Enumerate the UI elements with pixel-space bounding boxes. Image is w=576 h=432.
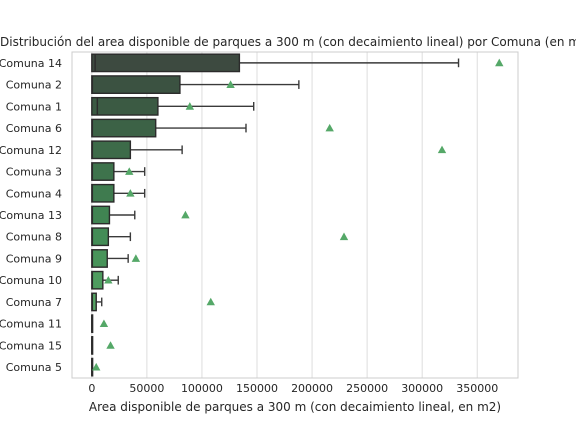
y-tick-label: Comuna 7 [6, 296, 62, 309]
x-tick-labels: 0 50000 100000 150000 200000 250000 300000 3500… [88, 382, 498, 395]
mean-markers [92, 58, 504, 371]
mean-marker [92, 362, 101, 371]
mean-marker [126, 189, 135, 197]
mean-marker [206, 297, 215, 306]
mean-marker [495, 58, 504, 67]
box-body [91, 227, 110, 247]
box-body [91, 162, 115, 181]
box-body [91, 183, 115, 203]
mean-marker [339, 232, 349, 241]
y-tick-label: Comuna 8 [6, 231, 62, 244]
box-comuna-11 [91, 314, 94, 334]
y-tick-label: Comuna 15 [0, 339, 62, 352]
mean-marker [99, 319, 109, 328]
x-tick-label: 250000 [346, 382, 388, 395]
y-tick-label: Comuna 5 [6, 361, 62, 374]
y-tick-labels: Comuna 14 Comuna 2 Comuna 1 Comuna 6 Comuna … [0, 57, 62, 374]
x-tick-label: 0 [88, 382, 95, 395]
x-axis-title: Area disponible de parques a 300 m (con … [89, 400, 501, 414]
mean-marker [437, 145, 447, 154]
y-tick-label: Comuna 11 [0, 318, 62, 331]
box-body [91, 53, 241, 73]
box-comuna-13 [91, 205, 136, 225]
y-tick-label: Comuna 2 [6, 79, 62, 92]
mean-marker [125, 167, 134, 175]
box-body [91, 249, 108, 268]
box-comuna-10 [91, 270, 119, 290]
box-body [91, 118, 157, 138]
x-tick-label: 100000 [181, 382, 223, 395]
mean-marker [131, 254, 141, 262]
chart-title: Distribución del area disponible de parq… [0, 35, 576, 49]
boxplots [91, 53, 460, 377]
mean-marker [185, 102, 195, 110]
x-tick-label: 150000 [236, 382, 278, 395]
box-body [91, 75, 181, 94]
mean-marker [226, 80, 235, 88]
mean-marker [104, 276, 113, 284]
mean-marker [106, 341, 115, 349]
box-comuna-9 [91, 249, 129, 268]
box-comuna-4 [91, 183, 146, 203]
y-tick-label: Comuna 12 [0, 144, 62, 157]
box-comuna-7 [91, 292, 103, 312]
box-comuna-14 [91, 53, 460, 73]
y-tick-label: Comuna 13 [0, 209, 62, 222]
y-tick-label: Comuna 3 [6, 166, 62, 179]
box-comuna-8 [91, 227, 132, 247]
box-body [91, 270, 104, 290]
y-tick-label: Comuna 14 [0, 57, 62, 70]
box-comuna-6 [91, 118, 247, 138]
y-tick-label: Comuna 9 [6, 252, 62, 265]
mean-marker [325, 123, 334, 132]
mean-marker [181, 210, 190, 219]
y-tick-label: Comuna 1 [6, 100, 62, 113]
y-tick-label: Comuna 10 [0, 274, 62, 287]
x-tick-label: 200000 [291, 382, 333, 395]
box-comuna-2 [91, 75, 300, 94]
x-tick-label: 350000 [456, 382, 498, 395]
box-comuna-3 [91, 162, 146, 181]
plot-frame [71, 51, 519, 379]
box-comuna-15 [91, 336, 94, 355]
box-comuna-5 [91, 357, 94, 377]
y-tick-label: Comuna 6 [6, 122, 62, 135]
box-body [91, 205, 111, 225]
box-comuna-12 [91, 140, 183, 160]
x-tick-label: 300000 [401, 382, 443, 395]
box-comuna-1 [91, 96, 255, 116]
x-tick-label: 50000 [129, 382, 164, 395]
box-body [91, 96, 159, 116]
box-body [91, 140, 132, 160]
y-tick-label: Comuna 4 [6, 187, 62, 200]
